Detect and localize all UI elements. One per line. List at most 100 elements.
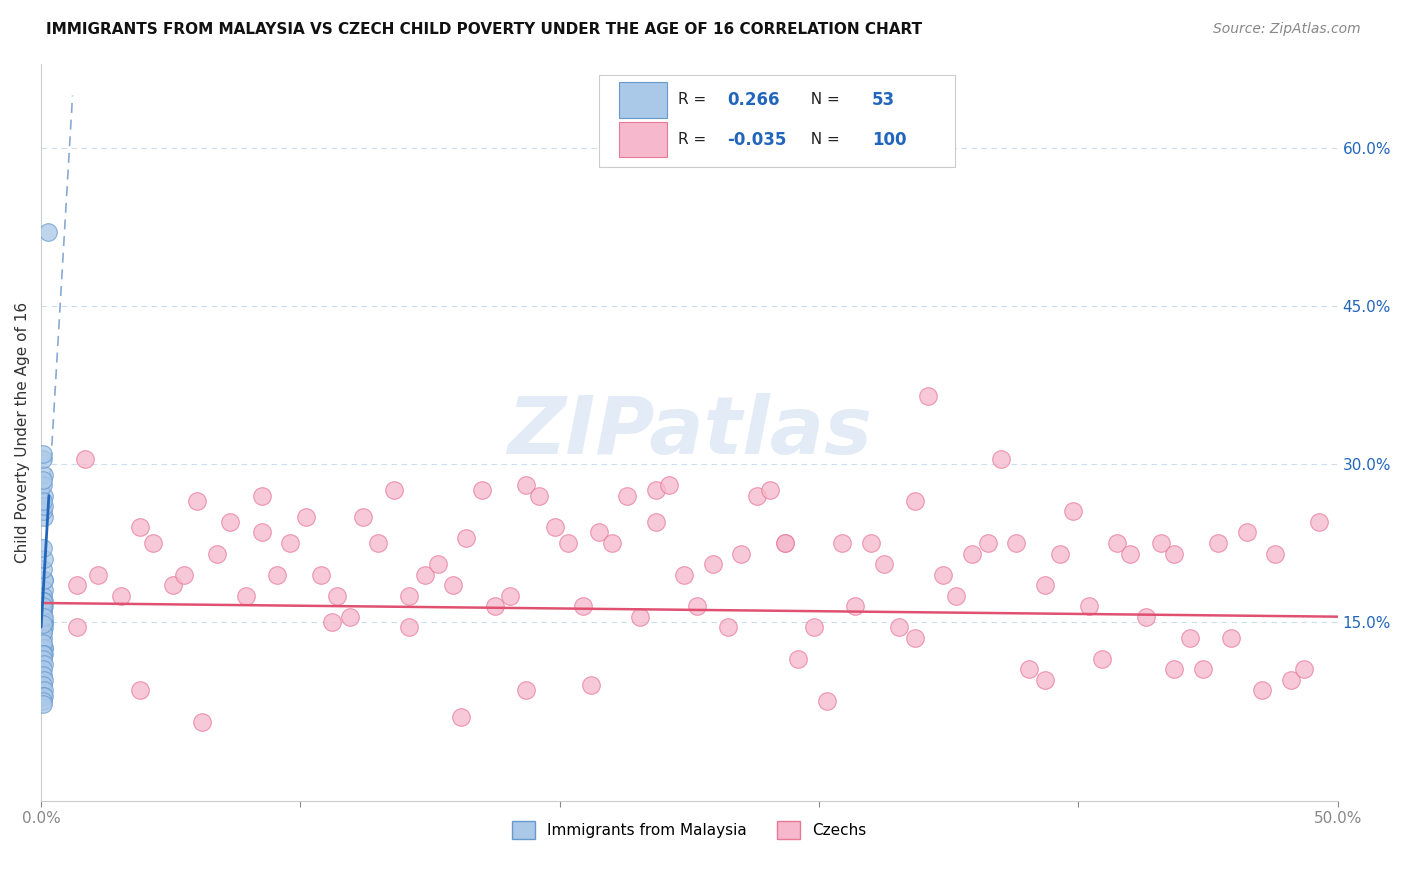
Point bbox=[557, 536, 579, 550]
Point bbox=[32, 641, 55, 656]
Point bbox=[32, 615, 55, 629]
Point bbox=[66, 578, 89, 592]
Point bbox=[32, 551, 55, 566]
Point bbox=[66, 620, 89, 634]
Point bbox=[352, 509, 374, 524]
Point bbox=[1308, 515, 1330, 529]
Point bbox=[456, 531, 478, 545]
Point bbox=[398, 620, 420, 634]
Point bbox=[162, 578, 184, 592]
Point bbox=[745, 489, 768, 503]
Point bbox=[32, 446, 55, 460]
Point bbox=[250, 525, 273, 540]
Point bbox=[1279, 673, 1302, 687]
Point bbox=[1033, 578, 1056, 592]
Point bbox=[32, 662, 55, 676]
Point bbox=[32, 647, 55, 661]
Point bbox=[1135, 609, 1157, 624]
Point bbox=[730, 547, 752, 561]
FancyBboxPatch shape bbox=[599, 75, 955, 167]
FancyBboxPatch shape bbox=[620, 82, 668, 118]
Point bbox=[32, 478, 55, 492]
Point bbox=[673, 567, 696, 582]
Point bbox=[515, 478, 537, 492]
Point bbox=[1292, 662, 1315, 676]
Point bbox=[873, 557, 896, 571]
Y-axis label: Child Poverty Under the Age of 16: Child Poverty Under the Age of 16 bbox=[15, 301, 30, 563]
Point bbox=[904, 494, 927, 508]
Point bbox=[32, 594, 55, 608]
Point bbox=[628, 609, 651, 624]
Point bbox=[32, 473, 55, 487]
Point bbox=[844, 599, 866, 614]
Point bbox=[1091, 652, 1114, 666]
Text: 100: 100 bbox=[872, 131, 907, 149]
Point bbox=[278, 536, 301, 550]
Point bbox=[32, 678, 55, 692]
Point bbox=[87, 567, 110, 582]
Point bbox=[75, 451, 97, 466]
Point bbox=[889, 620, 911, 634]
Point bbox=[803, 620, 825, 634]
Text: -0.035: -0.035 bbox=[727, 131, 786, 149]
Point bbox=[588, 525, 610, 540]
Point bbox=[32, 647, 55, 661]
Point bbox=[32, 697, 55, 711]
Point bbox=[831, 536, 853, 550]
Point bbox=[1163, 662, 1185, 676]
Point bbox=[717, 620, 740, 634]
Text: R =: R = bbox=[678, 132, 711, 147]
Point bbox=[441, 578, 464, 592]
Point bbox=[1163, 547, 1185, 561]
Point bbox=[37, 226, 59, 240]
Point bbox=[32, 504, 55, 518]
Point bbox=[321, 615, 343, 629]
Point bbox=[1033, 673, 1056, 687]
Point bbox=[142, 536, 165, 550]
Point bbox=[32, 617, 55, 632]
Point bbox=[945, 589, 967, 603]
Point bbox=[904, 631, 927, 645]
Point bbox=[367, 536, 389, 550]
Point bbox=[775, 536, 797, 550]
Point bbox=[543, 520, 565, 534]
Point bbox=[191, 714, 214, 729]
Point bbox=[1107, 536, 1129, 550]
Point bbox=[32, 689, 55, 703]
Point bbox=[32, 667, 55, 681]
Point bbox=[219, 515, 242, 529]
Point bbox=[686, 599, 709, 614]
Point bbox=[398, 589, 420, 603]
Point bbox=[32, 589, 55, 603]
Point bbox=[32, 594, 55, 608]
Point bbox=[1119, 547, 1142, 561]
Point bbox=[32, 604, 55, 618]
Point bbox=[32, 636, 55, 650]
Point bbox=[1150, 536, 1173, 550]
Point bbox=[32, 599, 55, 614]
Point bbox=[32, 609, 55, 624]
FancyBboxPatch shape bbox=[620, 122, 668, 157]
Point bbox=[758, 483, 780, 498]
Point bbox=[32, 683, 55, 698]
Point bbox=[1251, 683, 1274, 698]
Point bbox=[1178, 631, 1201, 645]
Point bbox=[32, 573, 55, 587]
Point bbox=[32, 541, 55, 556]
Point bbox=[515, 683, 537, 698]
Point bbox=[32, 489, 55, 503]
Point bbox=[702, 557, 724, 571]
Text: 53: 53 bbox=[872, 91, 896, 109]
Point bbox=[32, 625, 55, 640]
Point bbox=[1049, 547, 1071, 561]
Point bbox=[990, 451, 1012, 466]
Point bbox=[186, 494, 208, 508]
Text: IMMIGRANTS FROM MALAYSIA VS CZECH CHILD POVERTY UNDER THE AGE OF 16 CORRELATION : IMMIGRANTS FROM MALAYSIA VS CZECH CHILD … bbox=[46, 22, 922, 37]
Point bbox=[266, 567, 288, 582]
Point bbox=[579, 678, 602, 692]
Point bbox=[32, 609, 55, 624]
Point bbox=[1208, 536, 1230, 550]
Text: R =: R = bbox=[678, 93, 711, 107]
Point bbox=[1236, 525, 1258, 540]
Point bbox=[484, 599, 506, 614]
